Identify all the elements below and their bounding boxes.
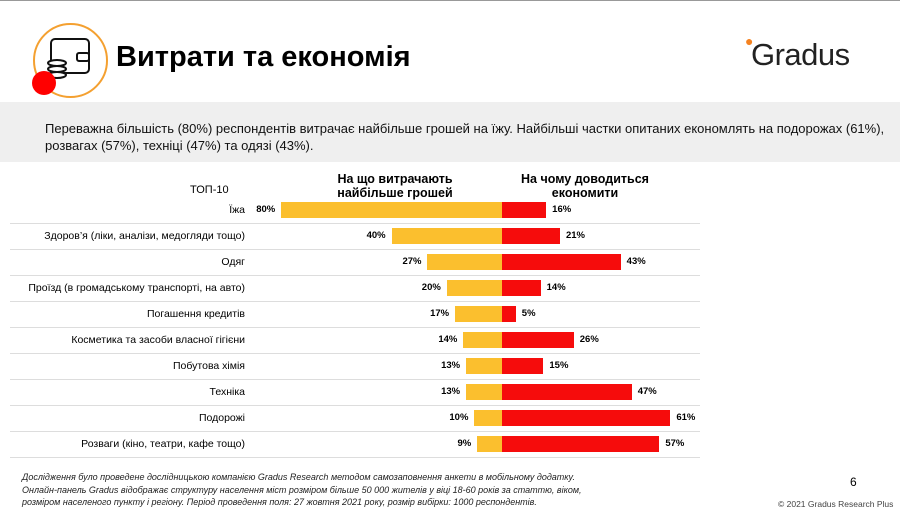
bar-save — [502, 254, 621, 270]
bar-save — [502, 332, 574, 348]
bar-spend — [466, 384, 502, 400]
bar-save — [502, 306, 516, 322]
legend-save: На чому доводиться економити — [521, 172, 649, 200]
gradus-logo: ● Gradus — [745, 33, 850, 72]
bar-save — [502, 384, 632, 400]
value-label-spend: 13% — [441, 360, 461, 371]
bar-save — [502, 228, 560, 244]
chart-row: Розваги (кіно, театри, кафе тощо) 9% 57% — [10, 432, 700, 458]
value-label-spend: 9% — [457, 438, 472, 449]
category-label: Проїзд (в громадському транспорті, на ав… — [28, 282, 245, 294]
bar-spend — [463, 332, 502, 348]
bar-save — [502, 436, 660, 452]
chart-row: Побутова хімія 13% 15% — [10, 354, 700, 380]
category-label: Одяг — [221, 256, 245, 268]
value-label-save: 14% — [546, 282, 566, 293]
footnote: Дослідження було проведене дослідницькою… — [22, 472, 582, 507]
value-label-spend: 80% — [256, 204, 276, 215]
copyright: © 2021 Gradus Research Plus — [778, 499, 894, 509]
bar-spend — [474, 410, 502, 426]
bar-save — [502, 202, 547, 218]
category-label: Здоров’я (ліки, аналізи, медогляди тощо) — [44, 230, 245, 242]
bar-spend — [477, 436, 502, 452]
bar-spend — [455, 306, 502, 322]
value-label-save: 16% — [552, 204, 572, 215]
value-label-save: 5% — [521, 308, 536, 319]
chart-row: Подорожі 10% 61% — [10, 406, 700, 432]
value-label-spend: 13% — [441, 386, 461, 397]
chart-row: Погашення кредитів 17% 5% — [10, 302, 700, 328]
value-label-save: 21% — [565, 230, 585, 241]
category-label: Косметика та засоби власної гігієни — [71, 334, 245, 346]
value-label-spend: 10% — [449, 412, 469, 423]
category-label: Побутова хімія — [173, 360, 245, 372]
legend-spend: На що витрачають найбільше грошей — [337, 172, 453, 200]
chart-row: Проїзд (в громадському транспорті, на ав… — [10, 276, 700, 302]
chart-row: Техніка 13% 47% — [10, 380, 700, 406]
bar-spend — [446, 280, 502, 296]
red-dot-icon — [32, 71, 56, 95]
value-label-spend: 17% — [430, 308, 450, 319]
value-label-spend: 20% — [421, 282, 441, 293]
summary-banner: Переважна більшість (80%) респондентів в… — [0, 102, 900, 162]
value-label-save: 43% — [626, 256, 646, 267]
chart-row: Їжа 80% 16% — [10, 198, 700, 224]
value-label-save: 26% — [579, 334, 599, 345]
chart-row: Здоров’я (ліки, аналізи, медогляди тощо)… — [10, 224, 700, 250]
bar-spend — [281, 202, 502, 218]
chart-title: ТОП-10 — [190, 184, 229, 196]
bar-spend — [427, 254, 502, 270]
page-title: Витрати та економія — [116, 41, 411, 73]
bar-save — [502, 358, 544, 374]
chart-row: Косметика та засоби власної гігієни 14% 26… — [10, 328, 700, 354]
category-label: Їжа — [229, 204, 245, 216]
value-label-spend: 27% — [402, 256, 422, 267]
value-label-save: 47% — [637, 386, 657, 397]
category-label: Погашення кредитів — [146, 308, 245, 320]
value-label-save: 57% — [665, 438, 685, 449]
bar-spend — [466, 358, 502, 374]
chart-row: Одяг 27% 43% — [10, 250, 700, 276]
bar-save — [502, 280, 541, 296]
page-number: 6 — [850, 475, 857, 489]
value-label-spend: 40% — [366, 230, 386, 241]
category-label: Подорожі — [198, 412, 245, 424]
value-label-save: 15% — [549, 360, 569, 371]
value-label-save: 61% — [676, 412, 696, 423]
bar-spend — [391, 228, 502, 244]
category-label: Техніка — [209, 386, 245, 398]
bar-save — [502, 410, 671, 426]
value-label-spend: 14% — [438, 334, 458, 345]
category-label: Розваги (кіно, театри, кафе тощо) — [81, 438, 245, 450]
